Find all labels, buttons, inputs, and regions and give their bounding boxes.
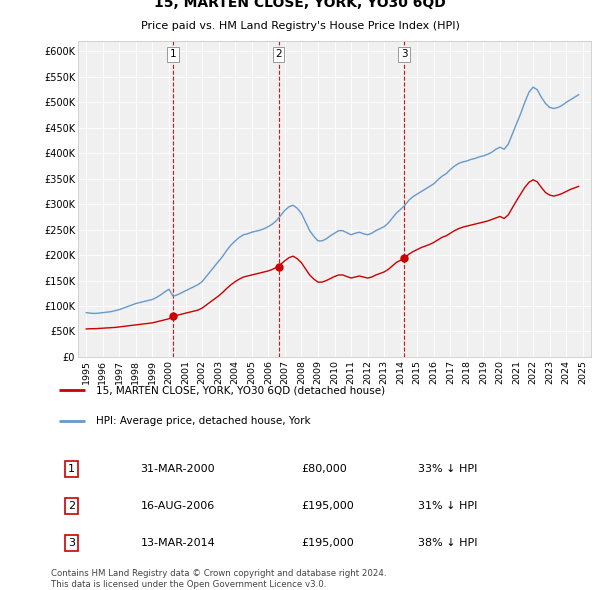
- Text: 1: 1: [68, 464, 75, 474]
- Text: 38% ↓ HPI: 38% ↓ HPI: [418, 537, 477, 548]
- Text: 3: 3: [68, 537, 75, 548]
- Text: Contains HM Land Registry data © Crown copyright and database right 2024.: Contains HM Land Registry data © Crown c…: [51, 569, 386, 578]
- Text: £195,000: £195,000: [301, 537, 354, 548]
- Text: 31-MAR-2000: 31-MAR-2000: [140, 464, 215, 474]
- Text: 1: 1: [170, 49, 176, 59]
- Text: 16-AUG-2006: 16-AUG-2006: [140, 501, 215, 511]
- Text: 15, MARTEN CLOSE, YORK, YO30 6QD: 15, MARTEN CLOSE, YORK, YO30 6QD: [154, 0, 446, 10]
- Text: £195,000: £195,000: [301, 501, 354, 511]
- Text: HPI: Average price, detached house, York: HPI: Average price, detached house, York: [95, 416, 310, 426]
- Text: 31% ↓ HPI: 31% ↓ HPI: [418, 501, 477, 511]
- Text: £80,000: £80,000: [301, 464, 347, 474]
- Text: 3: 3: [401, 49, 407, 59]
- Text: This data is licensed under the Open Government Licence v3.0.: This data is licensed under the Open Gov…: [51, 579, 326, 589]
- Text: 2: 2: [68, 501, 76, 511]
- Text: 15, MARTEN CLOSE, YORK, YO30 6QD (detached house): 15, MARTEN CLOSE, YORK, YO30 6QD (detach…: [95, 385, 385, 395]
- Text: 2: 2: [275, 49, 282, 59]
- Text: Price paid vs. HM Land Registry's House Price Index (HPI): Price paid vs. HM Land Registry's House …: [140, 21, 460, 31]
- Text: 13-MAR-2014: 13-MAR-2014: [140, 537, 215, 548]
- Text: 33% ↓ HPI: 33% ↓ HPI: [418, 464, 477, 474]
